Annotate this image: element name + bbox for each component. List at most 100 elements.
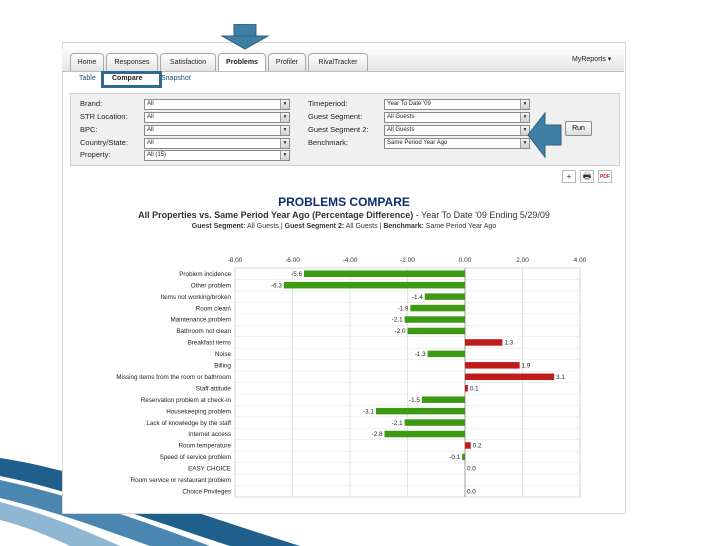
bar: [410, 304, 465, 312]
bar: [465, 373, 555, 381]
category-label: Speed of service problem: [160, 454, 231, 461]
str-location-select-value: All: [147, 114, 154, 120]
bar-value-label: -1.4: [412, 294, 423, 301]
guest-segment-2-label: Guest Segment 2:: [308, 125, 369, 134]
x-tick-label: -4.00: [343, 257, 358, 264]
category-label: Room clean\: [196, 305, 232, 312]
bar-value-label: 1.3: [504, 340, 513, 347]
problems-compare-chart: -8.00 -6.00 -4.00 -2.00 0.00 2.00 4.00 Problem …: [116, 257, 587, 498]
bar: [283, 281, 465, 289]
x-tick-label: -6.00: [285, 257, 300, 264]
category-label: Housekeeping problem: [166, 408, 231, 415]
chevron-down-icon: ▼: [280, 139, 289, 148]
compare-highlight-box: [101, 71, 162, 88]
country-state-select[interactable]: All ▼: [144, 138, 290, 149]
brand-select[interactable]: All ▼: [144, 99, 290, 110]
bar-value-label: -6.3: [271, 282, 282, 289]
benchmark-select-value: Same Period Year Ago: [387, 140, 448, 146]
bench-label: Benchmark:: [383, 223, 424, 230]
tab-home[interactable]: Home: [70, 53, 104, 71]
bar-value-label: -0.1: [449, 454, 460, 461]
bar: [424, 293, 465, 300]
bar: [427, 350, 465, 358]
tab-rivaltracker[interactable]: RivalTracker: [308, 53, 368, 71]
x-tick-label: -2.00: [400, 257, 415, 264]
report-subtitle-period: - Year To Date '09 Ending 5/29/09: [413, 210, 550, 220]
category-label: Room service or restaurant problem: [131, 477, 231, 484]
guest-segment-select-value: All Guests: [387, 114, 415, 120]
x-tick-label: 4.00: [574, 257, 587, 264]
tab-problems[interactable]: Problems: [218, 53, 266, 71]
run-button[interactable]: Run: [565, 121, 592, 136]
category-label: Breakfast items: [188, 340, 231, 347]
subtab-snapshot[interactable]: Snapshot: [161, 75, 191, 82]
bar: [304, 270, 465, 277]
sep-1: |: [278, 223, 285, 230]
subtab-compare[interactable]: Compare: [112, 75, 143, 82]
category-label: Bathroom not clean: [176, 328, 231, 335]
timeperiod-select[interactable]: Year To Date '09 ▼: [384, 99, 530, 110]
tab-responses[interactable]: Responses: [106, 53, 158, 71]
bar: [462, 453, 465, 461]
bar: [404, 419, 465, 426]
category-label: Billing: [214, 363, 231, 370]
timeperiod-label: Timeperiod:: [308, 99, 348, 108]
arrow-left-icon: [527, 111, 562, 159]
report-subtitle-bold: All Properties vs. Same Period Year Ago …: [138, 210, 414, 220]
bpc-select-value: All: [147, 127, 154, 133]
benchmark-select[interactable]: Same Period Year Ago ▼: [384, 138, 530, 149]
bar: [465, 384, 468, 392]
bar: [384, 430, 465, 438]
category-label: Room temperature: [179, 443, 232, 450]
brand-label: Brand:: [80, 99, 103, 108]
bar-value-label: -3.1: [363, 408, 374, 415]
x-tick-label: 2.00: [516, 257, 529, 264]
x-tick-label: 0.00: [459, 257, 472, 264]
sep-2: |: [377, 223, 384, 230]
seg2-label: Guest Segment 2:: [284, 223, 345, 230]
bar: [404, 316, 465, 323]
country-state-label: Country/State:: [80, 138, 128, 147]
bar-value-label: -1.9: [398, 305, 409, 312]
chevron-down-icon: ▼: [280, 113, 289, 122]
add-icon[interactable]: +: [562, 170, 576, 183]
bar-value-label: 0.0: [467, 466, 476, 473]
category-label: Problem incidence: [179, 271, 231, 278]
my-reports-menu[interactable]: MyReports ▾: [572, 56, 612, 63]
bar: [407, 327, 465, 335]
property-select[interactable]: All (15) ▼: [144, 150, 290, 161]
category-label: Maintenance problem: [170, 317, 231, 324]
str-location-label: STR Location:: [80, 112, 128, 121]
bar: [465, 442, 471, 449]
category-label: Noise: [215, 351, 232, 358]
guest-segment-select[interactable]: All Guests ▼: [384, 112, 530, 123]
property-label: Property:: [80, 150, 111, 159]
category-label: Choice Privileges: [182, 488, 231, 495]
bar-value-label: -1.5: [409, 397, 420, 404]
x-tick-label: -8.00: [228, 257, 243, 264]
category-label: EASY CHOICE: [188, 466, 231, 473]
bpc-select[interactable]: All ▼: [144, 125, 290, 136]
category-label: Items not working/broken: [161, 294, 232, 301]
print-icon[interactable]: 🖶: [580, 170, 594, 183]
chevron-down-icon: ▼: [520, 113, 529, 122]
tab-satisfaction[interactable]: Satisfaction: [160, 53, 216, 71]
category-label: Reservation problem at check-in: [141, 397, 232, 404]
bar-value-label: -2.8: [372, 431, 383, 438]
bar: [465, 362, 520, 369]
pdf-icon[interactable]: PDF: [598, 170, 612, 183]
subtab-table[interactable]: Table: [79, 75, 96, 82]
chevron-down-icon: ▼: [280, 126, 289, 135]
bar-value-label: -5.6: [291, 271, 302, 278]
timeperiod-select-value: Year To Date '09: [387, 101, 431, 107]
category-label: Missing items from the room or bathroom: [116, 374, 231, 381]
guest-segment-2-select[interactable]: All Guests ▼: [384, 125, 530, 136]
benchmark-label: Benchmark:: [308, 138, 349, 147]
str-location-select[interactable]: All ▼: [144, 112, 290, 123]
tab-profiler[interactable]: Profiler: [268, 53, 306, 71]
bar-value-label: -1.3: [415, 351, 426, 358]
category-label: Internet access: [188, 431, 231, 438]
bpc-label: BPC:: [80, 125, 98, 134]
bar-value-label: -2.0: [395, 328, 406, 335]
category-label: Other problem: [191, 282, 231, 289]
